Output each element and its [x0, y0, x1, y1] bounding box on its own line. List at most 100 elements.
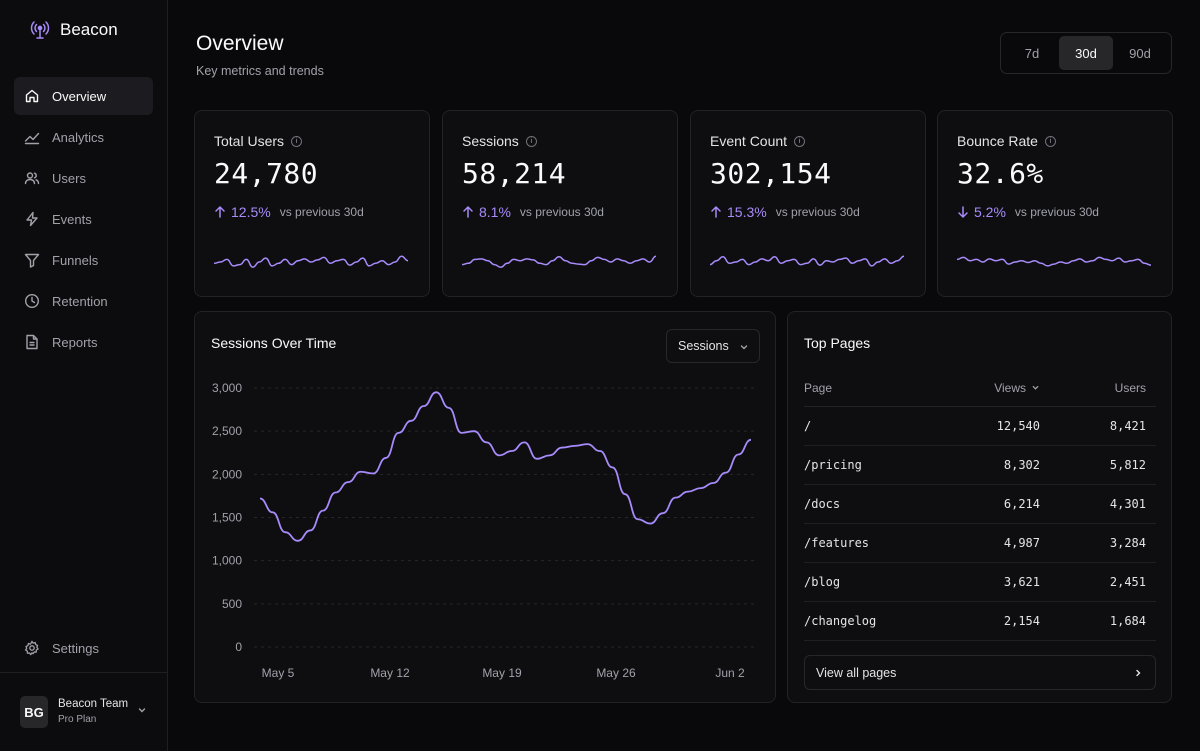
gear-icon [24, 640, 39, 656]
sparkline [462, 255, 656, 268]
kpi-delta-value: 8.1% [479, 204, 511, 220]
page-subtitle: Key metrics and trends [196, 64, 324, 78]
x-tick-label: May 26 [596, 666, 636, 680]
bolt-icon [26, 211, 38, 227]
sidebar-item-label: Events [52, 211, 92, 227]
y-tick-label: 1,500 [212, 511, 242, 525]
sidebar: Beacon Overview Analytics Users Events F… [0, 0, 168, 751]
x-tick-label: May 5 [262, 666, 295, 680]
sidebar-item-settings[interactable]: Settings [14, 629, 153, 667]
view-all-pages-button[interactable]: View all pages [804, 655, 1156, 690]
trend-icon [24, 132, 40, 145]
info-icon[interactable]: i [1044, 135, 1056, 147]
funnel-icon [24, 253, 40, 268]
table-row[interactable]: /docs 6,214 4,301 [804, 485, 1156, 524]
column-views-sort[interactable]: Views [964, 381, 1040, 395]
table-row[interactable]: / 12,540 8,421 [804, 407, 1156, 446]
sidebar-item-overview[interactable]: Overview [14, 77, 153, 115]
x-tick-label: Jun 2 [715, 666, 745, 680]
arrow-up-icon [711, 206, 721, 218]
kpi-delta-value: 12.5% [231, 204, 271, 220]
y-tick-label: 500 [222, 597, 242, 611]
sidebar-item-retention[interactable]: Retention [14, 282, 153, 320]
date-range-toggle: 7d 30d 90d [1000, 32, 1172, 74]
kpi-card-sessions: Sessions i 58,214 8.1% vs previous 30d [442, 110, 678, 297]
sidebar-item-label: Funnels [52, 252, 99, 268]
page-path: /changelog [804, 614, 877, 628]
arrow-down-icon [958, 206, 968, 218]
metric-select[interactable]: Sessions [666, 329, 760, 363]
kpi-delta: 5.2% vs previous 30d [957, 204, 1099, 220]
kpi-card-event-count: Event Count i 302,154 15.3% vs previous … [690, 110, 926, 297]
x-tick-label: May 19 [482, 666, 522, 680]
sparkline [710, 255, 904, 267]
kpi-label-text: Event Count [710, 133, 788, 149]
page-users: 8,421 [1109, 419, 1146, 433]
avatar: BG [20, 696, 48, 728]
sidebar-item-analytics[interactable]: Analytics [14, 118, 153, 156]
page-views: 2,154 [1003, 614, 1040, 628]
range-90d-button[interactable]: 90d [1129, 45, 1151, 61]
kpi-comparison: vs previous 30d [1014, 205, 1099, 219]
sidebar-item-label: Settings [52, 640, 99, 656]
kpi-delta: 8.1% vs previous 30d [462, 204, 604, 220]
sidebar-item-reports[interactable]: Reports [14, 323, 153, 361]
kpi-comparison: vs previous 30d [279, 205, 364, 219]
range-30d-button[interactable]: 30d [1059, 36, 1113, 70]
table-row[interactable]: /changelog 2,154 1,684 [804, 602, 1156, 641]
page-path: /blog [804, 575, 841, 589]
sidebar-item-label: Analytics [52, 129, 105, 145]
kpi-label: Event Count i [710, 133, 806, 149]
metric-select-value: Sessions [678, 339, 729, 353]
sparkline-path [214, 255, 408, 268]
page-title: Overview [196, 32, 284, 55]
x-tick-label: May 12 [370, 666, 410, 680]
sparkline-path [957, 256, 1151, 267]
chevron-right-icon [1136, 669, 1141, 677]
sidebar-item-funnels[interactable]: Funnels [14, 241, 153, 279]
y-tick-label: 3,000 [212, 381, 242, 395]
clock-icon [24, 293, 40, 309]
top-pages-card: Top Pages Page Views Users / 12,540 8,42… [787, 311, 1172, 703]
kpi-comparison: vs previous 30d [775, 205, 860, 219]
home-icon [25, 89, 39, 103]
range-7d-button[interactable]: 7d [1024, 45, 1040, 61]
table-row[interactable]: /features 4,987 3,284 [804, 524, 1156, 563]
top-pages-table: Page Views Users / 12,540 8,421 /pricing… [804, 369, 1156, 641]
kpi-label: Bounce Rate i [957, 133, 1056, 149]
sessions-chart-card: Sessions Over Time Sessions 3,000 2,500 2,… [194, 311, 776, 703]
sessions-line-chart: 3,000 2,500 2,000 1,500 1,000 500 0 May 5 May 12… [212, 381, 755, 680]
info-icon[interactable]: i [794, 135, 806, 147]
sidebar-item-users[interactable]: Users [14, 159, 153, 197]
column-page: Page [804, 380, 833, 395]
table-row[interactable]: /blog 3,621 2,451 [804, 563, 1156, 602]
brand-name: Beacon [60, 20, 118, 39]
arrow-up-icon [463, 206, 473, 218]
info-icon[interactable]: i [291, 135, 303, 147]
chart-title: Sessions Over Time [211, 335, 337, 351]
file-icon [26, 334, 38, 350]
kpi-card-bounce-rate: Bounce Rate i 32.6% 5.2% vs previous 30d [937, 110, 1173, 297]
table-row[interactable]: /pricing 8,302 5,812 [804, 446, 1156, 485]
sparkline [214, 255, 408, 268]
arrow-up-icon [215, 206, 225, 218]
kpi-value: 302,154 [710, 157, 832, 190]
chevron-down-icon [740, 345, 748, 350]
sidebar-item-label: Reports [52, 334, 98, 350]
info-icon[interactable]: i [525, 135, 537, 147]
account-switcher[interactable]: BG Beacon Team Pro Plan [0, 672, 168, 751]
kpi-label: Total Users i [214, 133, 303, 149]
sessions-series-line [259, 391, 752, 542]
sidebar-item-label: Users [52, 170, 86, 186]
brand[interactable]: Beacon [30, 20, 118, 40]
top-pages-title: Top Pages [804, 335, 871, 351]
view-all-label: View all pages [816, 665, 897, 680]
page-views: 6,214 [1003, 497, 1040, 511]
page-users: 2,451 [1109, 575, 1146, 589]
column-views: Views [994, 380, 1026, 395]
kpi-delta: 15.3% vs previous 30d [710, 204, 860, 220]
sparkline-path [710, 255, 904, 267]
page-views: 4,987 [1003, 536, 1040, 550]
kpi-delta: 12.5% vs previous 30d [214, 204, 364, 220]
sidebar-item-events[interactable]: Events [14, 200, 153, 238]
